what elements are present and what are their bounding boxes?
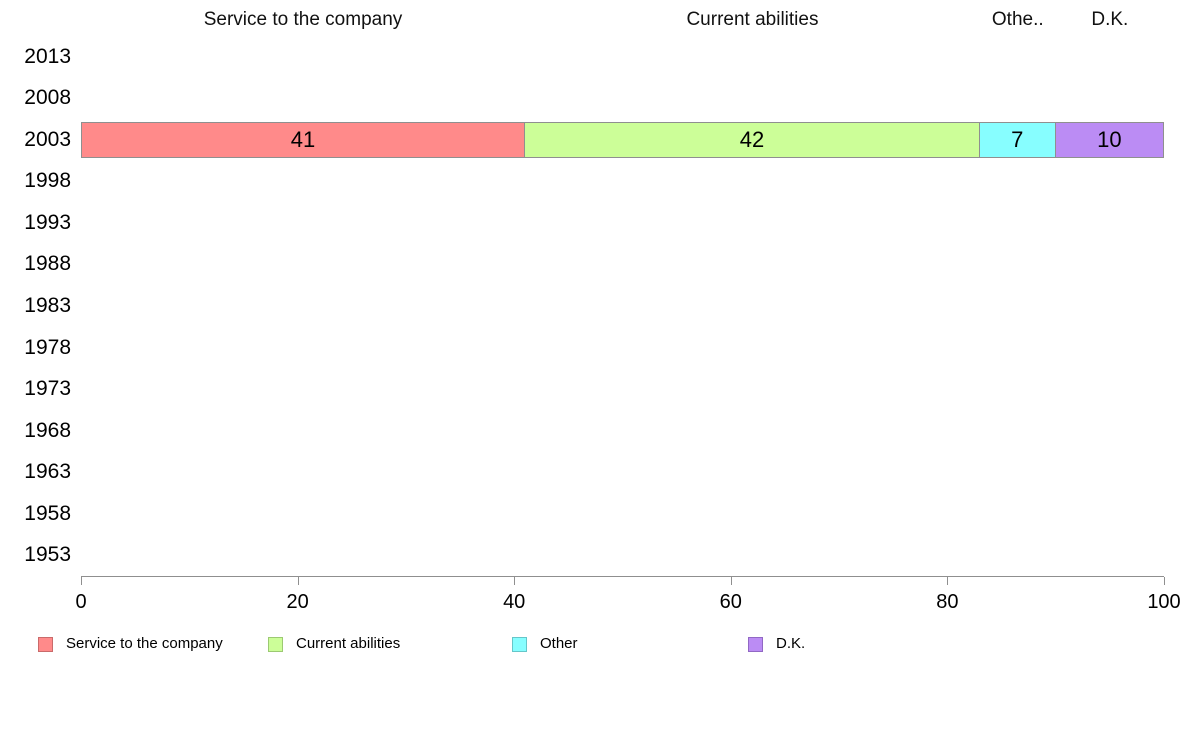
x-axis-tick [947, 577, 949, 585]
legend-swatch [748, 636, 763, 652]
legend-swatch [38, 636, 53, 652]
y-axis-label: 1983 [24, 294, 71, 317]
legend-label: D.K. [776, 635, 806, 652]
y-axis-label: 1953 [24, 543, 71, 567]
column-header: Current abilities [686, 9, 819, 30]
legend-item[interactable]: Other [512, 636, 578, 652]
legend-swatch [512, 636, 527, 652]
column-header: Service to the company [203, 9, 403, 30]
x-axis-tick-label: 40 [503, 591, 526, 613]
legend-item[interactable]: Current abilities [268, 636, 400, 652]
y-axis-label: 1988 [24, 252, 71, 276]
x-axis-line [81, 576, 1164, 577]
bar-value-label: 42 [739, 126, 765, 152]
y-axis-label: 1958 [24, 501, 71, 525]
legend-item[interactable]: D.K. [748, 636, 805, 652]
legend-label: Current abilities [296, 635, 401, 652]
x-axis-tick [514, 577, 516, 585]
bar-value-label: 7 [1011, 126, 1024, 152]
y-axis-label: 1963 [24, 460, 71, 484]
x-axis-tick [1164, 577, 1165, 585]
y-axis-label: 1998 [24, 169, 71, 193]
bar-value-label: 41 [290, 126, 316, 152]
legend-swatch [268, 636, 283, 652]
x-axis-tick-label: 100 [1147, 591, 1181, 613]
x-axis-tick-label: 20 [286, 591, 309, 613]
y-axis-label: 1968 [24, 418, 71, 442]
bar-segment[interactable]: 7 [978, 121, 1056, 158]
legend-item[interactable]: Service to the company [38, 636, 223, 652]
bar-segment[interactable]: 41 [81, 121, 526, 158]
legend-label: Other [540, 635, 578, 652]
column-header: D.K. [1091, 9, 1129, 30]
bar-segment[interactable]: 10 [1054, 121, 1164, 158]
bar-segment[interactable]: 42 [524, 121, 980, 158]
x-axis-tick-label: 80 [936, 591, 959, 613]
y-axis-label: 1978 [24, 335, 71, 359]
x-axis-tick [730, 577, 732, 585]
y-axis-label: 1993 [24, 210, 71, 234]
legend-label: Service to the company [66, 635, 223, 652]
column-header: Othe.. [991, 9, 1044, 30]
x-axis-tick-label: 60 [719, 591, 742, 613]
y-axis-label: 2003 [24, 127, 71, 151]
x-axis-tick [81, 577, 82, 585]
bar-value-label: 10 [1097, 126, 1122, 152]
x-axis-tick-label: 0 [75, 591, 87, 613]
y-axis-label: 2008 [24, 86, 71, 110]
y-axis-label: 2013 [24, 44, 71, 68]
y-axis-label: 1973 [24, 377, 71, 401]
x-axis-tick [297, 577, 299, 585]
